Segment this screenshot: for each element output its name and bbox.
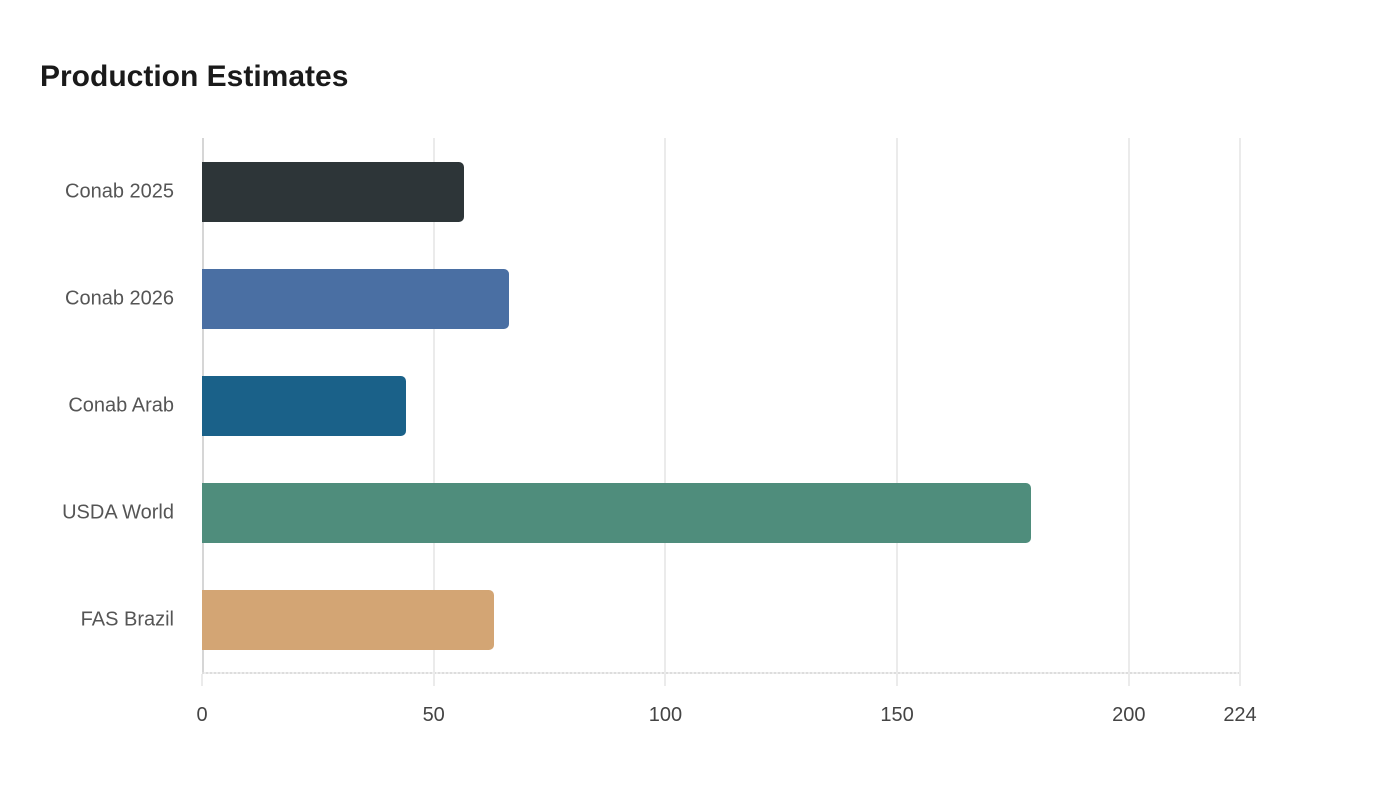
gridline xyxy=(664,138,667,674)
category-label: Conab 2026 xyxy=(65,287,174,310)
gridline xyxy=(896,138,899,674)
x-tick xyxy=(201,674,203,686)
x-tick xyxy=(896,674,899,686)
gridline xyxy=(432,138,435,674)
chart-title: Production Estimates xyxy=(40,60,349,93)
x-tick-label: 200 xyxy=(1112,704,1146,726)
plot-area xyxy=(201,138,1241,686)
bar-usda-world[interactable] xyxy=(202,483,1031,543)
bar-fas-brazil[interactable] xyxy=(202,590,494,650)
x-tick xyxy=(1127,674,1130,686)
x-tick xyxy=(664,674,667,686)
bar-conab-2026[interactable] xyxy=(202,269,510,329)
x-tick-label: 150 xyxy=(880,704,914,726)
x-tick-label: 100 xyxy=(648,704,683,726)
category-label: Conab 2025 xyxy=(65,180,174,203)
gridline xyxy=(1127,138,1130,674)
bar-conab-2025[interactable] xyxy=(202,162,464,222)
x-axis-line xyxy=(202,672,1240,674)
bar-conab-arab[interactable] xyxy=(202,376,406,436)
x-tick xyxy=(432,674,435,686)
x-tick-label: 50 xyxy=(422,704,445,726)
x-tick xyxy=(1239,674,1241,686)
x-tick-label: 0 xyxy=(196,704,208,726)
x-tick-label: 224 xyxy=(1223,704,1257,726)
category-label: Conab Arab xyxy=(68,394,174,417)
gridline xyxy=(1239,138,1241,674)
category-label: USDA World xyxy=(62,501,174,524)
category-label: FAS Brazil xyxy=(80,608,174,631)
